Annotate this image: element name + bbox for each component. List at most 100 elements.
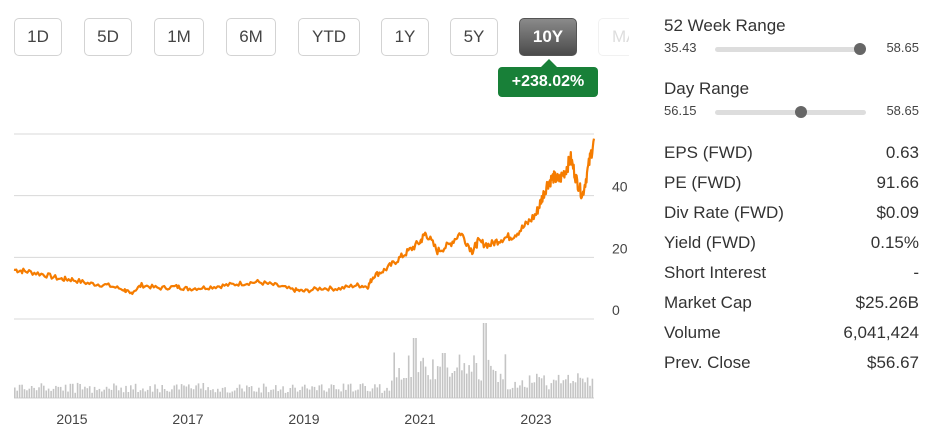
volume-bar <box>451 373 453 398</box>
volume-bar <box>275 385 277 398</box>
stat-short-interest: Short Interest - <box>664 263 919 293</box>
volume-bar <box>441 353 444 398</box>
volume-bar <box>43 385 45 398</box>
volume-bar <box>284 392 287 398</box>
volume-bar <box>514 381 516 398</box>
volume-bar <box>62 390 64 398</box>
tab-5d[interactable]: 5D <box>84 18 132 56</box>
volume-bar <box>552 379 555 398</box>
stat-label: Div Rate (FWD) <box>664 203 784 222</box>
volume-bar <box>330 384 333 398</box>
volume-bar <box>533 382 536 398</box>
day-high: 58.65 <box>886 103 919 118</box>
volume-bar <box>376 387 379 398</box>
volume-bar <box>96 390 98 398</box>
volume-bar <box>461 370 463 398</box>
volume-bar <box>528 375 531 398</box>
volume-bar <box>458 354 461 398</box>
tab-ytd[interactable]: YTD <box>298 18 360 56</box>
volume-bar <box>185 386 188 398</box>
volume-bar <box>318 385 321 398</box>
volume-bar <box>565 379 567 398</box>
volume-bar <box>98 388 101 398</box>
volume-bar <box>173 385 176 398</box>
volume-bar <box>47 388 50 398</box>
volume-bar <box>531 382 533 398</box>
volume-bar <box>545 385 548 398</box>
tab-max[interactable]: MAX <box>598 18 629 56</box>
tab-1y[interactable]: 1Y <box>381 18 429 56</box>
x-tick-label: 2023 <box>520 411 551 427</box>
volume-bar <box>456 367 458 398</box>
stat-label: Short Interest <box>664 263 767 282</box>
volume-bar <box>296 391 299 398</box>
week52-track <box>715 43 866 55</box>
stat-label: PE (FWD) <box>664 173 742 192</box>
volume-bar <box>226 392 229 398</box>
stat-value: 0.63 <box>885 143 919 162</box>
volume-bar <box>429 379 432 398</box>
x-tick-label: 2015 <box>56 411 87 427</box>
volume-bar <box>159 392 161 398</box>
volume-bar <box>427 375 429 398</box>
volume-bar <box>492 369 495 398</box>
volume-bar <box>272 389 275 398</box>
volume-bar <box>526 387 528 398</box>
volume-bar <box>18 384 21 398</box>
volume-bar <box>308 389 311 398</box>
volume-bar <box>26 390 28 398</box>
volume-bar <box>277 391 279 398</box>
volume-bar <box>417 372 420 398</box>
volume-bar <box>407 355 410 398</box>
volume-bar <box>465 373 468 398</box>
volume-bar <box>555 380 557 398</box>
volume-bar <box>572 381 574 398</box>
tab-5y[interactable]: 5Y <box>450 18 498 56</box>
tab-1m[interactable]: 1M <box>154 18 204 56</box>
volume-bar <box>453 371 456 398</box>
volume-bar <box>132 389 134 398</box>
y-tick-label: 40 <box>612 179 628 195</box>
volume-bar <box>28 388 31 398</box>
volume-bar <box>369 391 371 398</box>
volume-bar <box>345 389 347 398</box>
week52-low: 35.43 <box>664 40 697 55</box>
stat-value: 0.15% <box>870 233 919 252</box>
volume-bar <box>214 392 217 398</box>
volume-bar <box>311 386 313 398</box>
week52-marker <box>853 43 866 55</box>
volume-bar <box>432 359 434 398</box>
volume-bar <box>579 377 582 398</box>
volume-bar <box>122 392 125 398</box>
volume-bar <box>207 387 209 398</box>
stat-value: $0.09 <box>876 203 919 222</box>
volume-bar <box>463 363 466 398</box>
volume-bar <box>248 387 250 398</box>
volume-bar <box>217 388 219 398</box>
volume-bar <box>412 338 415 398</box>
stat-value: - <box>913 263 919 282</box>
stat-pe: PE (FWD) 91.66 <box>664 173 919 203</box>
volume-bar <box>422 357 424 398</box>
volume-bar <box>267 392 270 398</box>
volume-bar <box>88 386 91 398</box>
volume-bar <box>146 389 149 398</box>
volume-bar <box>84 386 86 398</box>
volume-bar <box>127 392 130 398</box>
tab-1d[interactable]: 1D <box>14 18 62 56</box>
volume-bar <box>323 390 325 398</box>
volume-bar <box>337 389 340 398</box>
tab-10y[interactable]: 10Y <box>519 18 577 56</box>
tab-6m[interactable]: 6M <box>226 18 276 56</box>
volume-bar <box>79 384 81 398</box>
volume-bar <box>287 392 289 398</box>
week52-high: 58.65 <box>886 40 919 55</box>
stat-yield: Yield (FWD) 0.15% <box>664 233 919 263</box>
volume-bar <box>436 366 439 398</box>
stat-label: Volume <box>664 323 721 342</box>
volume-bar <box>591 378 594 398</box>
volume-bar <box>439 366 441 398</box>
volume-bar <box>420 361 422 398</box>
day-track <box>715 106 866 118</box>
volume-bar <box>550 383 553 398</box>
